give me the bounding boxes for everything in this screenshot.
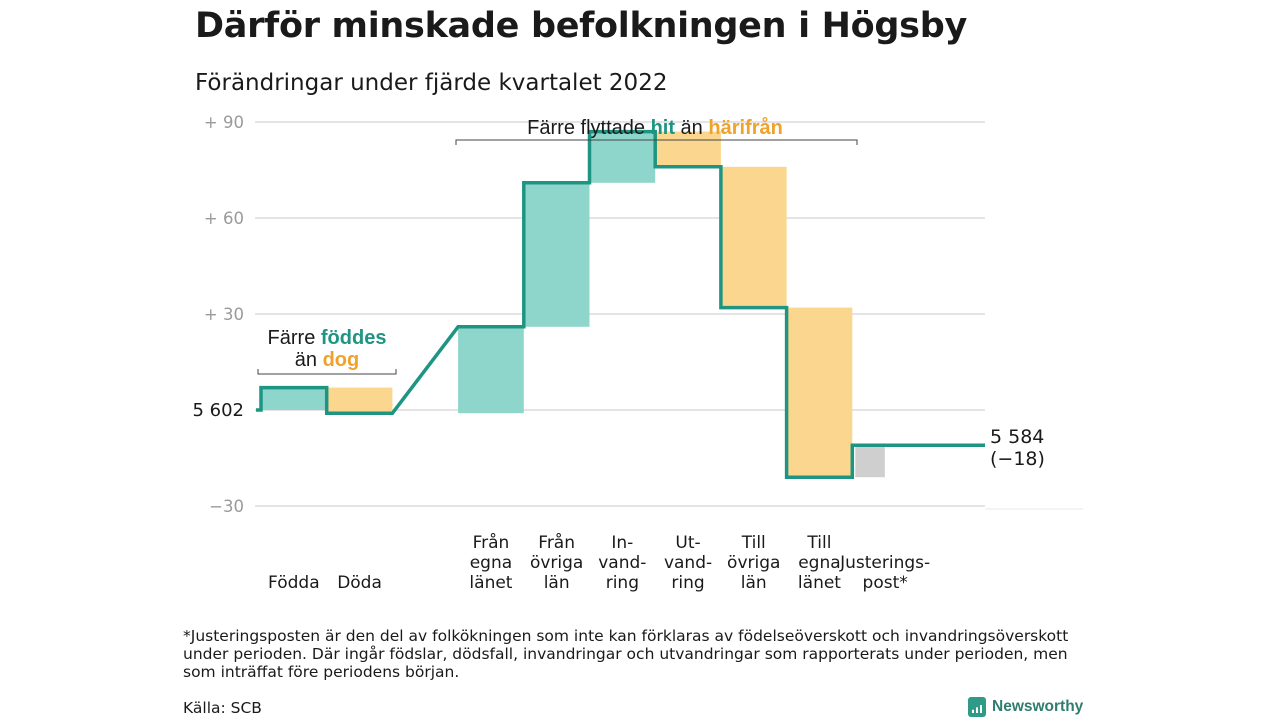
x-label: Ut-	[675, 533, 700, 553]
y-tick-label: + 60	[204, 209, 244, 228]
births-bracket	[257, 369, 397, 375]
bar-3	[523, 182, 590, 327]
step-line	[256, 129, 985, 479]
x-label: Från	[473, 532, 510, 553]
x-label: länet	[798, 573, 841, 593]
moves-annotation: Färre flyttade hit än härifrån	[527, 116, 783, 139]
source-note: Källa: SCB	[183, 699, 262, 717]
bar-8	[855, 445, 885, 478]
births-annotation-text: än	[295, 349, 323, 371]
brand-logo: Newsworthy	[968, 697, 1083, 717]
x-label: vand-	[664, 553, 712, 573]
moves-annotation-text: än	[675, 117, 708, 139]
y-tick-label: + 30	[204, 305, 244, 324]
births-annotation-highlight: föddes	[321, 327, 387, 349]
moves-annotation-text: Färre flyttade	[527, 117, 650, 139]
x-label: egna	[470, 553, 512, 573]
newsworthy-logo-icon	[968, 697, 986, 717]
bar-1	[326, 387, 393, 414]
y-tick-label: −30	[209, 497, 244, 516]
x-label: egna	[798, 553, 840, 573]
x-label: Till	[806, 533, 831, 553]
x-label: Från	[538, 532, 575, 553]
bar-2	[458, 326, 524, 414]
cumulative-step-line	[256, 129, 985, 479]
x-label: län	[544, 573, 570, 593]
x-label: Döda	[337, 573, 382, 593]
end-labels: 5 584(−18)	[990, 426, 1045, 470]
x-label: In-	[611, 533, 633, 553]
y-tick-label: + 90	[204, 113, 244, 132]
page-title: Därför minskade befolkningen i Högsby	[195, 6, 967, 46]
births-annotation-text: Färre	[268, 327, 321, 349]
moves-bracket	[455, 139, 858, 145]
x-label: län	[741, 573, 767, 593]
x-label: vand-	[598, 553, 646, 573]
x-label: ring	[606, 573, 639, 593]
x-label: övriga	[530, 553, 583, 573]
births-annotation-line2: än dog	[295, 349, 359, 371]
page-subtitle: Förändringar under fjärde kvartalet 2022	[195, 70, 668, 96]
x-label: övriga	[727, 553, 780, 573]
moves-annotation-highlight: härifrån	[708, 116, 782, 139]
bar-4	[589, 131, 656, 183]
brand-name: Newsworthy	[992, 698, 1084, 715]
baseline-label: 5 602	[192, 400, 244, 421]
footnote: *Justeringsposten är den del av folkökni…	[183, 627, 1069, 681]
moves-annotation-highlight: hit	[651, 117, 676, 139]
grid-lines	[255, 121, 1083, 510]
bar-6	[720, 166, 787, 308]
y-axis-ticks: + 90 + 60 + 30 −30 5 602	[192, 113, 244, 516]
bar-5	[655, 131, 721, 167]
x-label: ring	[671, 573, 704, 593]
end-value-label: 5 584	[990, 426, 1044, 448]
x-label: Till	[741, 533, 766, 553]
births-annotation-line1: Färre föddes	[268, 327, 387, 349]
x-label: länet	[469, 573, 512, 593]
births-annotation-highlight: dog	[323, 349, 360, 371]
end-change-label: (−18)	[990, 448, 1045, 470]
x-axis-labels: Födda DödaFrånegnalänetFrånövrigalänIn-va…	[268, 532, 930, 593]
waterfall-chart: + 90+ 60+ 30−305 602 Födda DödaFrånegnalä…	[192, 113, 1083, 593]
x-label: Justerings-	[839, 553, 930, 573]
bar-7	[786, 307, 853, 478]
x-label: post*	[863, 573, 908, 593]
bar-0	[261, 387, 327, 410]
x-label: Födda	[268, 573, 320, 593]
